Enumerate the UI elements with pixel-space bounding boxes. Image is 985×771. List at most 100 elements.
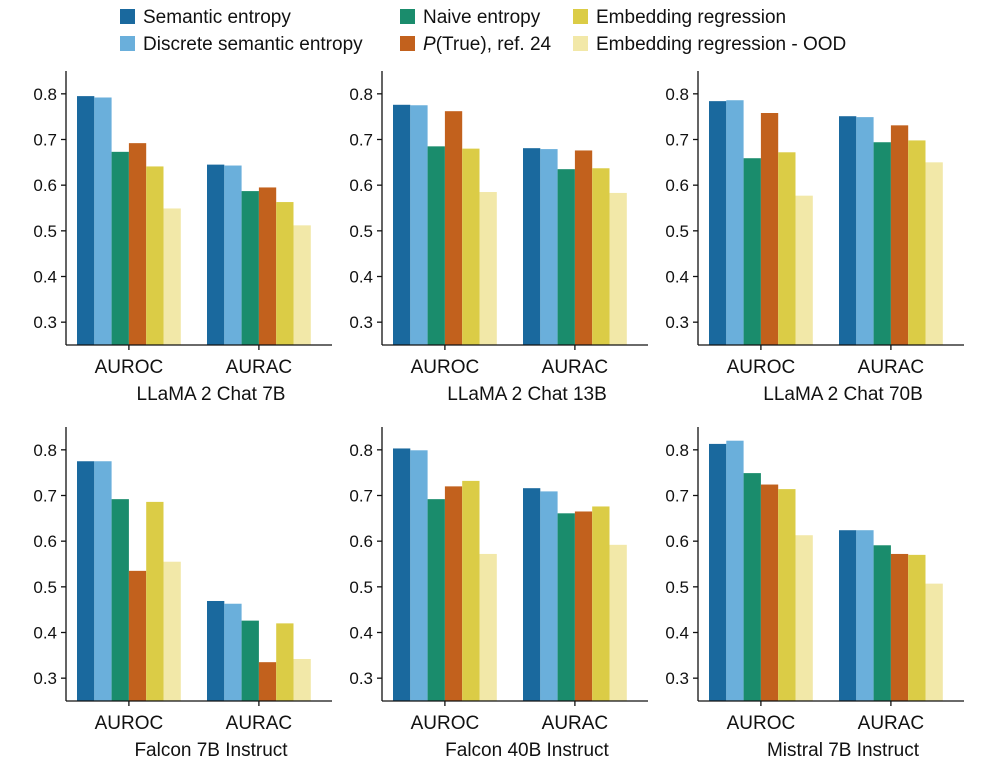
x-tick-label-aurac: AURAC <box>858 357 925 378</box>
legend-swatch-p-true <box>400 36 415 51</box>
x-tick-label-auroc: AUROC <box>727 713 796 734</box>
legend-label-embedding-regression-ood: Embedding regression - OOD <box>596 34 846 55</box>
bar-auroc-naive-entropy <box>743 473 761 701</box>
panel-llama-2-chat-13b: 0.3 0.4 0.5 0.6 0.7 0.8 AUROC AURAC LLaMA 2 Chat… <box>349 71 648 405</box>
bar-aurac-naive-entropy <box>241 191 259 345</box>
bar-aurac-embedding-regression <box>276 202 294 345</box>
y-tick-label: 0.5 <box>33 578 57 597</box>
bar-auroc-embedding-regression <box>462 480 480 701</box>
x-tick-label-auroc: AUROC <box>411 713 480 734</box>
legend-label-naive-entropy: Naive entropy <box>423 7 541 28</box>
y-tick-label: 0.4 <box>349 268 373 287</box>
legend-label-semantic-entropy: Semantic entropy <box>143 7 291 28</box>
y-tick-label: 0.5 <box>349 222 373 241</box>
bar-auroc-semantic-entropy <box>77 96 95 346</box>
y-tick-label: 0.8 <box>33 441 57 460</box>
legend-swatch-embedding-regression <box>573 9 588 24</box>
x-tick-label-auroc: AUROC <box>95 357 164 378</box>
bar-auroc-semantic-entropy <box>77 461 95 701</box>
bar-aurac-semantic-entropy <box>839 116 857 346</box>
bar-aurac-naive-entropy <box>873 545 891 701</box>
panel-title: Mistral 7B Instruct <box>767 740 920 761</box>
x-tick-label-aurac: AURAC <box>226 713 293 734</box>
legend-label-p-true: P(True), ref. 24 <box>423 34 552 55</box>
bar-aurac-p-true-ref-24 <box>258 187 277 345</box>
x-tick-label-auroc: AUROC <box>411 357 480 378</box>
bar-auroc-semantic-entropy <box>709 443 727 701</box>
x-tick-label-auroc: AUROC <box>95 713 164 734</box>
bar-auroc-p-true-ref-24 <box>128 143 147 345</box>
bar-aurac-embedding-regression <box>276 623 294 701</box>
bar-aurac-embedding-regression-ood <box>925 583 943 701</box>
chart-panels: 0.3 0.4 0.5 0.6 0.7 0.8 AUROC AURAC LLaMA 2 Chat… <box>33 71 964 761</box>
bar-aurac-embedding-regression-ood <box>609 192 627 345</box>
legend-swatch-discrete-semantic-entropy <box>120 36 135 51</box>
bar-aurac-embedding-regression-ood <box>609 544 627 701</box>
bar-aurac-embedding-regression <box>592 168 610 345</box>
bar-aurac-semantic-entropy <box>839 530 857 701</box>
y-tick-label: 0.8 <box>349 441 373 460</box>
bar-auroc-embedding-regression <box>462 148 480 345</box>
bar-auroc-p-true-ref-24 <box>760 484 779 701</box>
legend-swatch-embedding-regression-ood <box>573 36 588 51</box>
x-tick-label-aurac: AURAC <box>226 357 293 378</box>
bar-aurac-embedding-regression <box>592 506 610 701</box>
panel-mistral-7b-instruct: 0.3 0.4 0.5 0.6 0.7 0.8 AUROC AURAC Mistral 7B I… <box>665 427 964 761</box>
bar-aurac-p-true-ref-24 <box>258 662 277 701</box>
y-tick-label: 0.3 <box>33 313 57 332</box>
bar-auroc-embedding-regression-ood <box>795 535 813 701</box>
legend: Semantic entropy Discrete semantic entro… <box>120 7 846 55</box>
bar-auroc-embedding-regression-ood <box>163 561 181 701</box>
x-tick-label-aurac: AURAC <box>858 713 925 734</box>
bar-aurac-discrete-semantic-entropy <box>224 165 242 345</box>
legend-label-discrete-semantic-entropy: Discrete semantic entropy <box>143 34 363 55</box>
bar-auroc-semantic-entropy <box>709 101 727 345</box>
bar-auroc-embedding-regression <box>146 501 164 701</box>
y-tick-label: 0.7 <box>665 487 689 506</box>
bar-aurac-discrete-semantic-entropy <box>540 491 558 701</box>
panel-llama-2-chat-70b: 0.3 0.4 0.5 0.6 0.7 0.8 AUROC AURAC LLaMA 2 Chat… <box>665 71 964 405</box>
y-tick-label: 0.6 <box>349 176 373 195</box>
bar-aurac-semantic-entropy <box>523 488 541 701</box>
bar-auroc-p-true-ref-24 <box>128 570 147 701</box>
bar-auroc-discrete-semantic-entropy <box>726 440 744 701</box>
y-tick-label: 0.8 <box>33 85 57 104</box>
y-tick-label: 0.7 <box>349 487 373 506</box>
panel-title: LLaMA 2 Chat 13B <box>447 384 607 405</box>
bar-auroc-semantic-entropy <box>393 104 411 345</box>
bar-aurac-naive-entropy <box>557 513 575 701</box>
legend-swatch-semantic-entropy <box>120 9 135 24</box>
bar-auroc-embedding-regression <box>778 489 796 701</box>
y-tick-label: 0.5 <box>33 222 57 241</box>
bar-auroc-discrete-semantic-entropy <box>410 450 428 701</box>
panel-falcon-40b-instruct: 0.3 0.4 0.5 0.6 0.7 0.8 AUROC AURAC Falcon 40B I… <box>349 427 648 761</box>
panel-title: Falcon 40B Instruct <box>445 740 609 761</box>
y-tick-label: 0.6 <box>349 532 373 551</box>
y-tick-label: 0.4 <box>665 268 689 287</box>
bar-aurac-embedding-regression <box>908 554 926 701</box>
bar-aurac-embedding-regression-ood <box>925 162 943 345</box>
bar-auroc-discrete-semantic-entropy <box>94 97 112 346</box>
bar-aurac-discrete-semantic-entropy <box>224 603 242 701</box>
y-tick-label: 0.6 <box>33 176 57 195</box>
bar-auroc-discrete-semantic-entropy <box>410 105 428 345</box>
y-tick-label: 0.8 <box>349 85 373 104</box>
bar-auroc-p-true-ref-24 <box>760 113 779 345</box>
y-tick-label: 0.6 <box>665 532 689 551</box>
bar-aurac-semantic-entropy <box>523 148 541 345</box>
bar-aurac-p-true-ref-24 <box>574 150 593 345</box>
bar-aurac-naive-entropy <box>873 142 891 345</box>
x-tick-label-auroc: AUROC <box>727 357 796 378</box>
y-tick-label: 0.4 <box>349 624 373 643</box>
bar-auroc-embedding-regression-ood <box>479 553 497 701</box>
bar-aurac-embedding-regression <box>908 140 926 345</box>
bar-auroc-discrete-semantic-entropy <box>726 100 744 345</box>
bar-aurac-semantic-entropy <box>207 164 225 345</box>
legend-label-embedding-regression: Embedding regression <box>596 7 786 28</box>
panel-falcon-7b-instruct: 0.3 0.4 0.5 0.6 0.7 0.8 AUROC AURAC Falcon 7B In… <box>33 427 332 761</box>
bar-aurac-discrete-semantic-entropy <box>856 530 874 701</box>
bar-auroc-naive-entropy <box>111 151 129 345</box>
bar-aurac-naive-entropy <box>557 169 575 345</box>
bar-aurac-naive-entropy <box>241 620 259 701</box>
